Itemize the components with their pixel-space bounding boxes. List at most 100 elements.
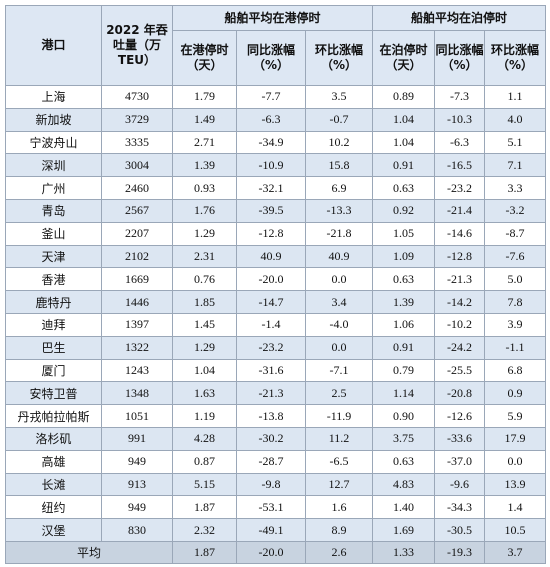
cell: 1.69	[372, 518, 436, 542]
cell: 1322	[101, 335, 173, 360]
cell: 1.04	[372, 130, 436, 155]
cell: 0.0	[304, 267, 374, 292]
cell: 4.0	[484, 107, 547, 132]
cell: -19.3	[434, 540, 486, 564]
cell: 0.63	[372, 176, 436, 200]
cell: -30.5	[434, 518, 486, 542]
cell: 1.6	[304, 495, 374, 520]
port-name: 广州	[5, 176, 102, 200]
column-header: 同比涨幅（%）	[434, 30, 486, 86]
cell: -0.7	[304, 107, 374, 132]
table-row: 长滩 913 5.15 -9.8 12.7 4.83 -9.6 13.9	[5, 472, 547, 497]
cell: 1.40	[372, 495, 436, 520]
cell: 1.33	[372, 540, 436, 564]
cell: 1.79	[172, 85, 237, 109]
cell: 40.9	[236, 244, 306, 269]
cell: 0.91	[372, 335, 436, 360]
cell: 2.6	[304, 540, 374, 564]
cell: -21.3	[236, 381, 306, 406]
cell: -6.5	[304, 449, 374, 474]
cell: 2.31	[172, 244, 237, 269]
cell: 0.92	[372, 198, 436, 223]
table-row: 高雄 949 0.87 -28.7 -6.5 0.63 -37.0 0.0	[5, 449, 547, 474]
cell: 10.2	[304, 130, 374, 155]
cell: -6.3	[236, 107, 306, 132]
cell: -21.4	[434, 198, 486, 223]
port-name: 丹戎帕拉帕斯	[5, 404, 102, 428]
cell: -11.9	[304, 404, 374, 428]
table-row: 釜山 2207 1.29 -12.8 -21.8 1.05 -14.6 -8.7	[5, 221, 547, 246]
cell: 2567	[101, 198, 173, 223]
table-row: 汉堡 830 2.32 -49.1 8.9 1.69 -30.5 10.5	[5, 518, 547, 542]
group-header: 船舶平均在港停时	[171, 5, 374, 31]
port-name: 宁波舟山	[5, 130, 102, 155]
cell: 5.1	[484, 130, 547, 155]
cell: 913	[101, 472, 173, 497]
cell: -8.7	[484, 221, 547, 246]
cell: -10.3	[434, 107, 486, 132]
cell: 0.89	[372, 85, 436, 109]
cell: -6.3	[434, 130, 486, 155]
cell: 7.8	[484, 290, 547, 314]
cell: -39.5	[236, 198, 306, 223]
cell: 991	[101, 426, 173, 451]
cell: 0.90	[372, 404, 436, 428]
cell: 1.39	[372, 290, 436, 314]
cell: 1397	[101, 312, 173, 337]
cell: 0.76	[172, 267, 237, 292]
cell: 0.87	[172, 449, 237, 474]
port-name: 巴生	[5, 335, 102, 360]
cell: -10.9	[236, 153, 306, 178]
table-row: 天津 2102 2.31 40.9 40.9 1.09 -12.8 -7.6	[5, 244, 547, 269]
cell: 13.9	[484, 472, 547, 497]
table-row: 鹿特丹 1446 1.85 -14.7 3.4 1.39 -14.2 7.8	[5, 290, 547, 314]
cell: 1.87	[172, 495, 237, 520]
table-row: 洛杉矶 991 4.28 -30.2 11.2 3.75 -33.6 17.9	[5, 426, 547, 451]
cell: 1.49	[172, 107, 237, 132]
table-row: 宁波舟山 3335 2.71 -34.9 10.2 1.04 -6.3 5.1	[5, 130, 547, 155]
cell: 1.04	[372, 107, 436, 132]
column-header: 在港停时（天）	[172, 30, 237, 86]
column-header: 同比涨幅（%）	[236, 30, 306, 86]
port-name: 新加坡	[5, 107, 102, 132]
cell: 3.9	[484, 312, 547, 337]
cell: 1243	[101, 358, 173, 383]
cell: 0.93	[172, 176, 237, 200]
cell: 1.4	[484, 495, 547, 520]
cell: 8.9	[304, 518, 374, 542]
cell: 1.45	[172, 312, 237, 337]
table-row: 深圳 3004 1.39 -10.9 15.8 0.91 -16.5 7.1	[5, 153, 547, 178]
cell: 3004	[101, 153, 173, 178]
cell: 1.09	[372, 244, 436, 269]
cell: 0.0	[304, 335, 374, 360]
cell: -4.0	[304, 312, 374, 337]
cell: -24.2	[434, 335, 486, 360]
port-name: 深圳	[5, 153, 102, 178]
cell: -7.3	[434, 85, 486, 109]
column-header: 在泊停时（天）	[372, 30, 436, 86]
header-port: 港口	[5, 5, 102, 86]
table-row: 上海 4730 1.79 -7.7 3.5 0.89 -7.3 1.1	[5, 85, 547, 109]
cell: -14.6	[434, 221, 486, 246]
cell: 1.19	[172, 404, 237, 428]
cell: -21.3	[434, 267, 486, 292]
cell: 1.29	[172, 335, 237, 360]
average-row: 平均 1.87 -20.0 2.6 1.33 -19.3 3.7	[5, 540, 547, 564]
cell: -20.8	[434, 381, 486, 406]
cell: -12.8	[236, 221, 306, 246]
port-name: 上海	[5, 85, 102, 109]
cell: -33.6	[434, 426, 486, 451]
cell: -49.1	[236, 518, 306, 542]
table-row: 新加坡 3729 1.49 -6.3 -0.7 1.04 -10.3 4.0	[5, 107, 547, 132]
cell: -25.5	[434, 358, 486, 383]
cell: 0.91	[372, 153, 436, 178]
cell: 1.29	[172, 221, 237, 246]
cell: 3.75	[372, 426, 436, 451]
cell: 6.8	[484, 358, 547, 383]
cell: -53.1	[236, 495, 306, 520]
cell: 4.28	[172, 426, 237, 451]
column-header: 环比涨幅（%）	[304, 30, 374, 86]
cell: 1.05	[372, 221, 436, 246]
cell: -23.2	[434, 176, 486, 200]
cell: 5.0	[484, 267, 547, 292]
